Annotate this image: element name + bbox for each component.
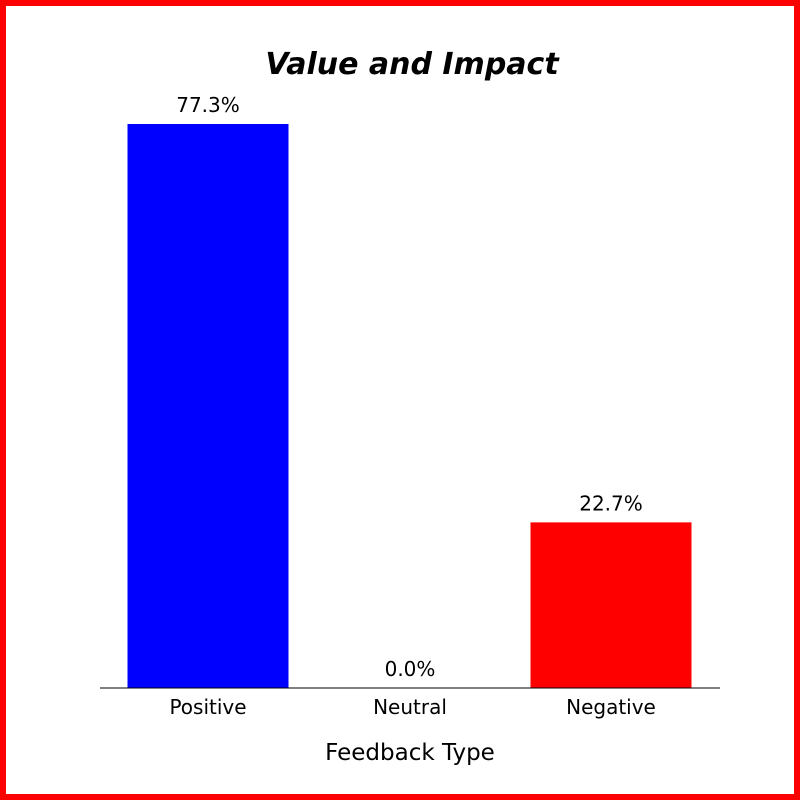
data-label-positive: 77.3%	[176, 93, 240, 117]
x-tick-label-negative: Negative	[566, 695, 656, 719]
data-label-neutral: 0.0%	[385, 657, 436, 681]
chart-title: Value and Impact	[265, 47, 560, 82]
x-tick-labels-group: Positive Neutral Negative	[169, 695, 655, 719]
data-labels-group: 77.3% 0.0% 22.7%	[176, 93, 643, 681]
bar-positive	[127, 124, 289, 688]
x-tick-label-neutral: Neutral	[373, 695, 447, 719]
bars-group	[127, 124, 692, 688]
data-label-negative: 22.7%	[579, 491, 643, 515]
x-tick-label-positive: Positive	[169, 695, 246, 719]
bar-negative	[530, 522, 692, 688]
x-axis-label: Feedback Type	[325, 740, 495, 766]
